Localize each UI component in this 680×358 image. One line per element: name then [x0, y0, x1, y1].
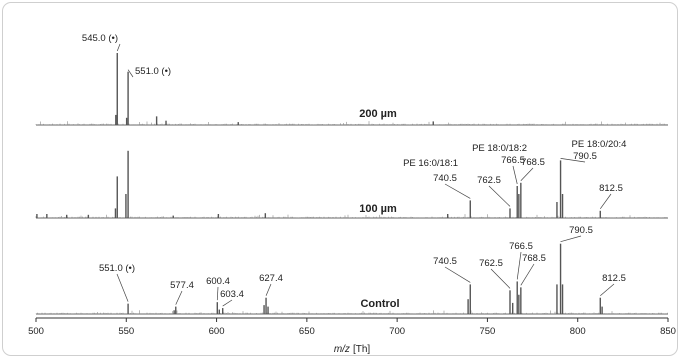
- peak-annotation: 740.5: [433, 256, 457, 267]
- peak-annotation: 766.5: [501, 155, 525, 166]
- x-tick-label: 850: [660, 326, 676, 337]
- annotation-leader: [490, 268, 511, 289]
- panel-title: 100 µm: [359, 203, 397, 215]
- x-tick-label: 800: [570, 326, 586, 337]
- annotation-leader: [560, 158, 586, 163]
- annotation-leader: [488, 185, 511, 207]
- annotation-leader: [216, 286, 219, 301]
- spectrum-noise: [35, 121, 668, 125]
- spectra-panels: 200 µm 545.0 (•) 551.0 (•) 100 µm PE 16:0/18…: [35, 33, 668, 315]
- annotation-leader: [600, 193, 612, 210]
- peak-annotation: 768.5: [522, 253, 546, 264]
- x-tick-label: 550: [118, 326, 134, 337]
- x-tick-label: 700: [389, 326, 405, 337]
- peak-annotation: 766.5: [509, 241, 533, 252]
- peak-annotation: 790.5: [569, 225, 593, 236]
- peak-annotation: 768.5: [521, 157, 545, 168]
- peak-annotation: 545.0 (•): [82, 33, 118, 44]
- annotation-leader: [560, 235, 582, 243]
- x-axis-ticks: 500 550 600 650 700 750 800 850: [28, 318, 676, 337]
- annotation-leader: [444, 183, 471, 199]
- peak-annotation: 740.5: [433, 173, 457, 184]
- spectrum-panel-1: 200 µm 545.0 (•) 551.0 (•): [35, 33, 668, 126]
- x-tick-label: 500: [28, 326, 44, 337]
- x-axis-label-mz: m/z: [334, 344, 350, 355]
- peak-annotation: 627.4: [259, 273, 283, 284]
- annotation-leader: [175, 290, 183, 305]
- panel-title: Control: [360, 298, 399, 310]
- x-axis-label-unit: [Th]: [353, 344, 370, 355]
- peak-annotation: 551.0 (•): [135, 66, 171, 77]
- peak-annotation: 790.5: [573, 151, 597, 162]
- annotation-leader: [520, 263, 535, 286]
- peak-annotation: 762.5: [477, 175, 501, 186]
- spectrum-noise: [35, 310, 668, 314]
- x-tick-label: 600: [209, 326, 225, 337]
- annotation-leader: [222, 299, 233, 307]
- spectrum-panel-2: 100 µm PE 16:0/18:1 740.5 762.5 PE 18:0/18:2…: [35, 139, 668, 219]
- spectrum-noise: [35, 214, 668, 218]
- peak-annotation: 812.5: [599, 183, 623, 194]
- annotation-leader: [520, 167, 534, 182]
- peak-annotation: 577.4: [170, 280, 194, 291]
- peak-annotation: PE 16:0/18:1: [403, 158, 458, 169]
- x-tick-label: 750: [479, 326, 495, 337]
- peak-annotation: 551.0 (•): [99, 263, 135, 274]
- annotation-leader: [444, 266, 471, 283]
- annotation-leader: [512, 165, 518, 185]
- annotation-leader: [600, 283, 615, 296]
- annotation-leader: [516, 251, 522, 280]
- peak-annotation: PE 18:0/18:2: [472, 143, 527, 154]
- x-axis-label: m/z [Th]: [334, 344, 371, 355]
- x-tick-label: 650: [299, 326, 315, 337]
- spectrum-panel-3: Control 551.0 (•) 577.4 600.4 603.4 627.4 740.…: [35, 225, 668, 315]
- annotation-leader: [116, 273, 129, 302]
- panel-title: 200 µm: [359, 108, 397, 120]
- annotation-leader: [116, 43, 121, 52]
- annotation-leader: [265, 283, 272, 296]
- peak-annotation: 812.5: [602, 273, 626, 284]
- peak-annotation: 762.5: [479, 258, 503, 269]
- peak-annotation: 600.4: [206, 276, 230, 287]
- peak-annotation: PE 18:0/20:4: [572, 139, 627, 150]
- peak-annotation: 603.4: [220, 289, 244, 300]
- annotation-leader: [127, 69, 134, 78]
